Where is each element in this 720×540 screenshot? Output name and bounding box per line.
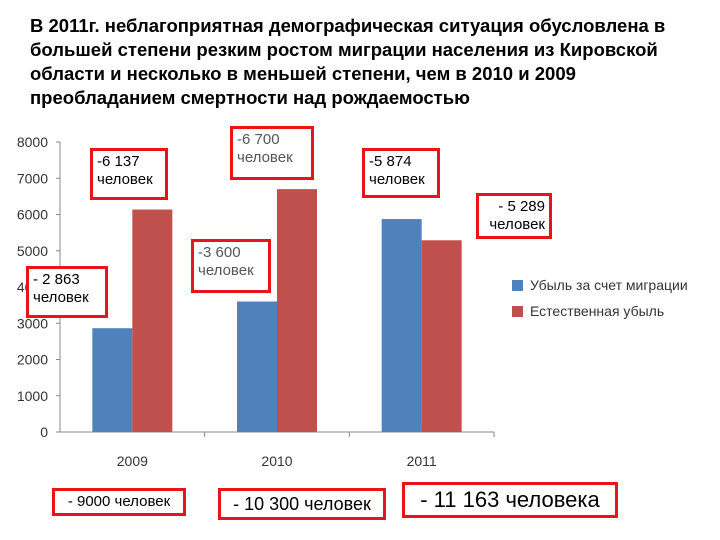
bar-migration-2010 (237, 301, 277, 432)
legend-entry-0: Убыль за счет миграции (530, 277, 688, 293)
bar-migration-2009 (92, 328, 133, 432)
y-tick-label: 0 (40, 424, 48, 440)
callout-migration-2009: - 2 863 человек (26, 266, 108, 318)
bar-natural-2009 (132, 209, 173, 432)
page-title: В 2011г. неблагоприятная демографическая… (30, 15, 666, 108)
y-tick-label: 6000 (17, 207, 48, 223)
legend-swatch-1 (512, 306, 523, 317)
total-2010: - 10 300 человек (218, 488, 386, 520)
legend-swatch-0 (512, 280, 523, 291)
callout-migration-2011: -5 874 человек (362, 148, 440, 198)
callout-natural-2010: -6 700 человек (230, 126, 314, 180)
y-tick-label: 2000 (17, 352, 48, 368)
x-tick-label: 2010 (261, 453, 292, 469)
total-2011: - 11 163 человека (402, 482, 618, 518)
y-tick-label: 8000 (17, 134, 48, 150)
y-tick-label: 3000 (17, 315, 48, 331)
legend-entry-1: Естественная убыль (530, 303, 664, 319)
callout-migration-2010: -3 600 человек (191, 239, 271, 293)
callout-natural-2009: -6 137 человек (90, 148, 168, 200)
x-tick-label: 2009 (117, 453, 148, 469)
bar-migration-2011 (381, 219, 422, 432)
y-tick-label: 7000 (17, 170, 48, 186)
bar-natural-2010 (277, 189, 317, 432)
callout-natural-2011: - 5 289 человек (476, 193, 552, 239)
bar-natural-2011 (421, 240, 462, 432)
y-tick-label: 5000 (17, 243, 48, 259)
x-tick-label: 2011 (407, 453, 437, 469)
total-2009: - 9000 человек (52, 488, 186, 516)
y-tick-label: 1000 (17, 388, 48, 404)
